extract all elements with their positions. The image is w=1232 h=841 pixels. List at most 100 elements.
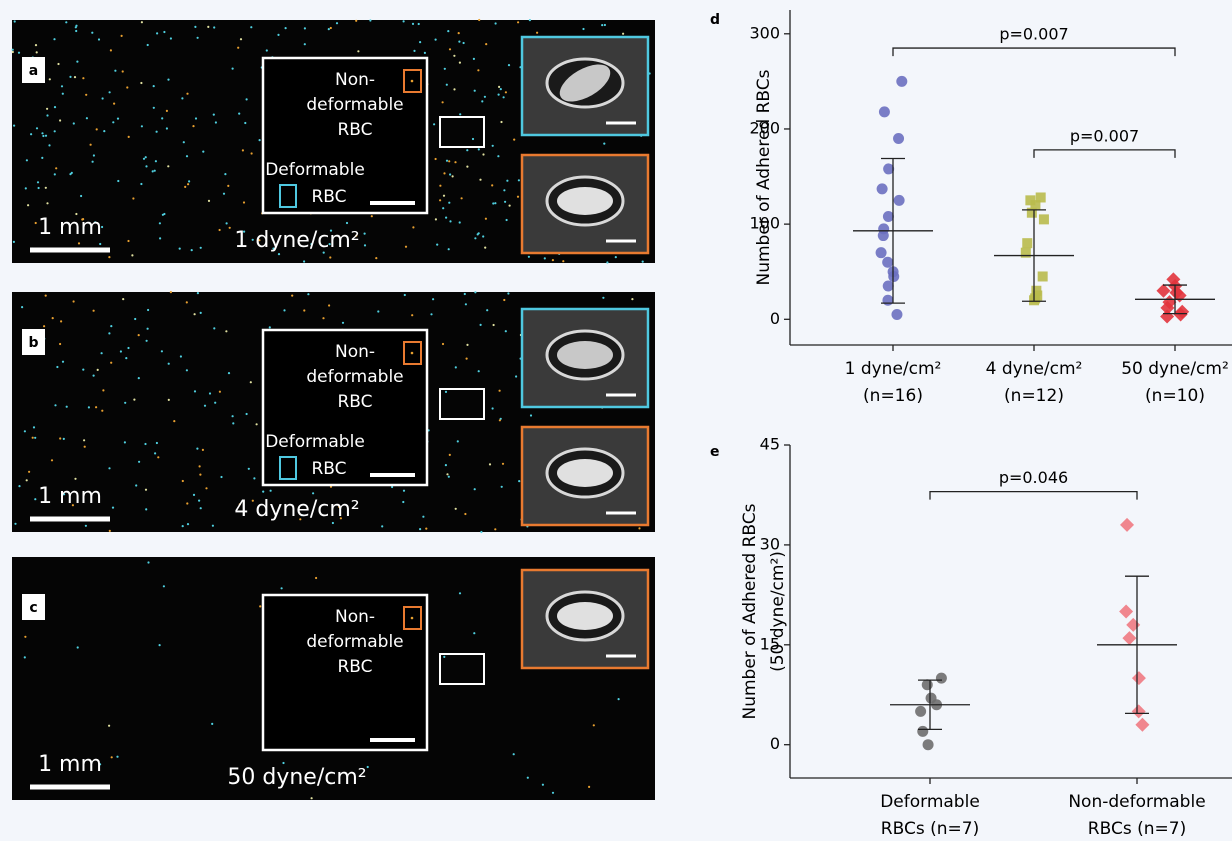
cell-dot — [445, 83, 448, 86]
cell-dot — [402, 20, 405, 23]
x-tick-label: RBCs (n=7) — [1088, 819, 1186, 839]
cell-dot — [113, 102, 116, 105]
x-tick-label: 1 dyne/cm² — [845, 359, 942, 379]
cell-dot — [474, 237, 477, 240]
cell-dot — [443, 67, 446, 70]
cell-dot — [27, 204, 30, 207]
cell-dot — [478, 18, 481, 22]
cell-dot — [447, 475, 450, 478]
cell-dot — [473, 632, 476, 635]
cell-dot — [185, 369, 188, 372]
cell-dot — [74, 26, 77, 29]
data-point — [1035, 192, 1046, 203]
cell-dot — [156, 32, 159, 35]
p-value: p=0.007 — [1070, 126, 1139, 145]
cell-dot — [101, 97, 104, 100]
cell-dot — [59, 437, 62, 440]
cell-dot — [434, 38, 437, 41]
cell-dot — [411, 22, 415, 25]
cell-dot — [99, 763, 102, 766]
cell-dot — [582, 27, 585, 31]
cell-dot — [112, 121, 115, 124]
cell-dot — [116, 117, 120, 120]
cell-dot — [108, 529, 111, 532]
cell-dot — [482, 153, 485, 156]
cell-dot — [517, 21, 520, 24]
cell-dot — [474, 291, 477, 294]
cell-dot — [355, 19, 358, 22]
cell-dot — [410, 79, 414, 83]
panel-label-box — [22, 57, 45, 83]
scale-label: 1 mm — [38, 215, 102, 240]
cell-dot — [110, 756, 113, 759]
cell-dot — [159, 237, 162, 240]
data-point — [921, 679, 933, 691]
cell-dot — [451, 175, 454, 178]
data-point — [888, 270, 900, 282]
cell-dot — [331, 521, 334, 525]
cell-dot — [477, 148, 480, 151]
cell-dot — [439, 199, 442, 202]
cell-dot — [87, 406, 90, 409]
cell-dot — [222, 192, 226, 195]
data-point — [1131, 671, 1146, 686]
cell-dot — [126, 86, 129, 89]
data-point — [922, 739, 934, 751]
cell-dot — [92, 154, 95, 157]
cell-dot — [322, 251, 325, 254]
cell-dot — [307, 293, 310, 296]
cell-dot — [488, 463, 492, 466]
cell-dot — [44, 294, 47, 297]
cell-dot — [30, 133, 33, 136]
cell-dot — [80, 194, 83, 198]
cell-dot — [479, 178, 482, 181]
cell-dot — [225, 330, 228, 333]
cell-dot — [28, 470, 31, 473]
cell-dot — [119, 350, 122, 353]
cell-dot — [95, 128, 98, 131]
cell-dot — [196, 447, 199, 450]
cell-dot — [498, 85, 501, 88]
cell-dot — [178, 247, 181, 250]
cell-dot — [140, 21, 143, 24]
cell-dot — [454, 161, 457, 164]
cell-body — [557, 459, 613, 487]
cell-dot — [527, 255, 531, 258]
y-axis-label: Number of Adhered RBCs — [740, 503, 760, 719]
cell-dot — [207, 25, 210, 28]
deformable-marker — [279, 456, 297, 480]
cell-dot — [201, 448, 204, 451]
cell-dot — [512, 753, 515, 756]
cell-dot — [363, 232, 366, 235]
cell-body — [557, 602, 613, 630]
cell-dot — [375, 257, 378, 260]
cell-dot — [259, 605, 262, 608]
nondeformable-text: Non- — [335, 342, 375, 362]
cell-dot — [262, 490, 265, 493]
cell-dot — [466, 343, 469, 346]
data-point — [876, 183, 888, 195]
cell-dot — [253, 477, 256, 480]
cell-dot — [541, 783, 545, 786]
cell-dot — [186, 523, 190, 526]
cell-dot — [101, 225, 104, 229]
cell-dot — [459, 113, 462, 116]
cell-dot — [85, 117, 88, 120]
cell-dot — [269, 489, 272, 492]
cell-dot — [193, 390, 197, 393]
cell-dot — [169, 37, 172, 40]
data-point — [1122, 631, 1137, 646]
cell-dot — [369, 19, 372, 22]
cell-dot — [303, 27, 306, 30]
cell-dot — [181, 479, 184, 483]
cell-dot — [56, 365, 59, 369]
zoom-box — [261, 328, 429, 487]
cell-dot — [486, 309, 489, 312]
cell-dot — [433, 123, 436, 126]
data-point — [915, 705, 927, 717]
cell-dot — [329, 256, 332, 259]
cell-dot — [72, 300, 75, 303]
cell-dot — [265, 49, 268, 52]
cell-dot — [194, 117, 198, 120]
cell-dot — [46, 114, 49, 117]
